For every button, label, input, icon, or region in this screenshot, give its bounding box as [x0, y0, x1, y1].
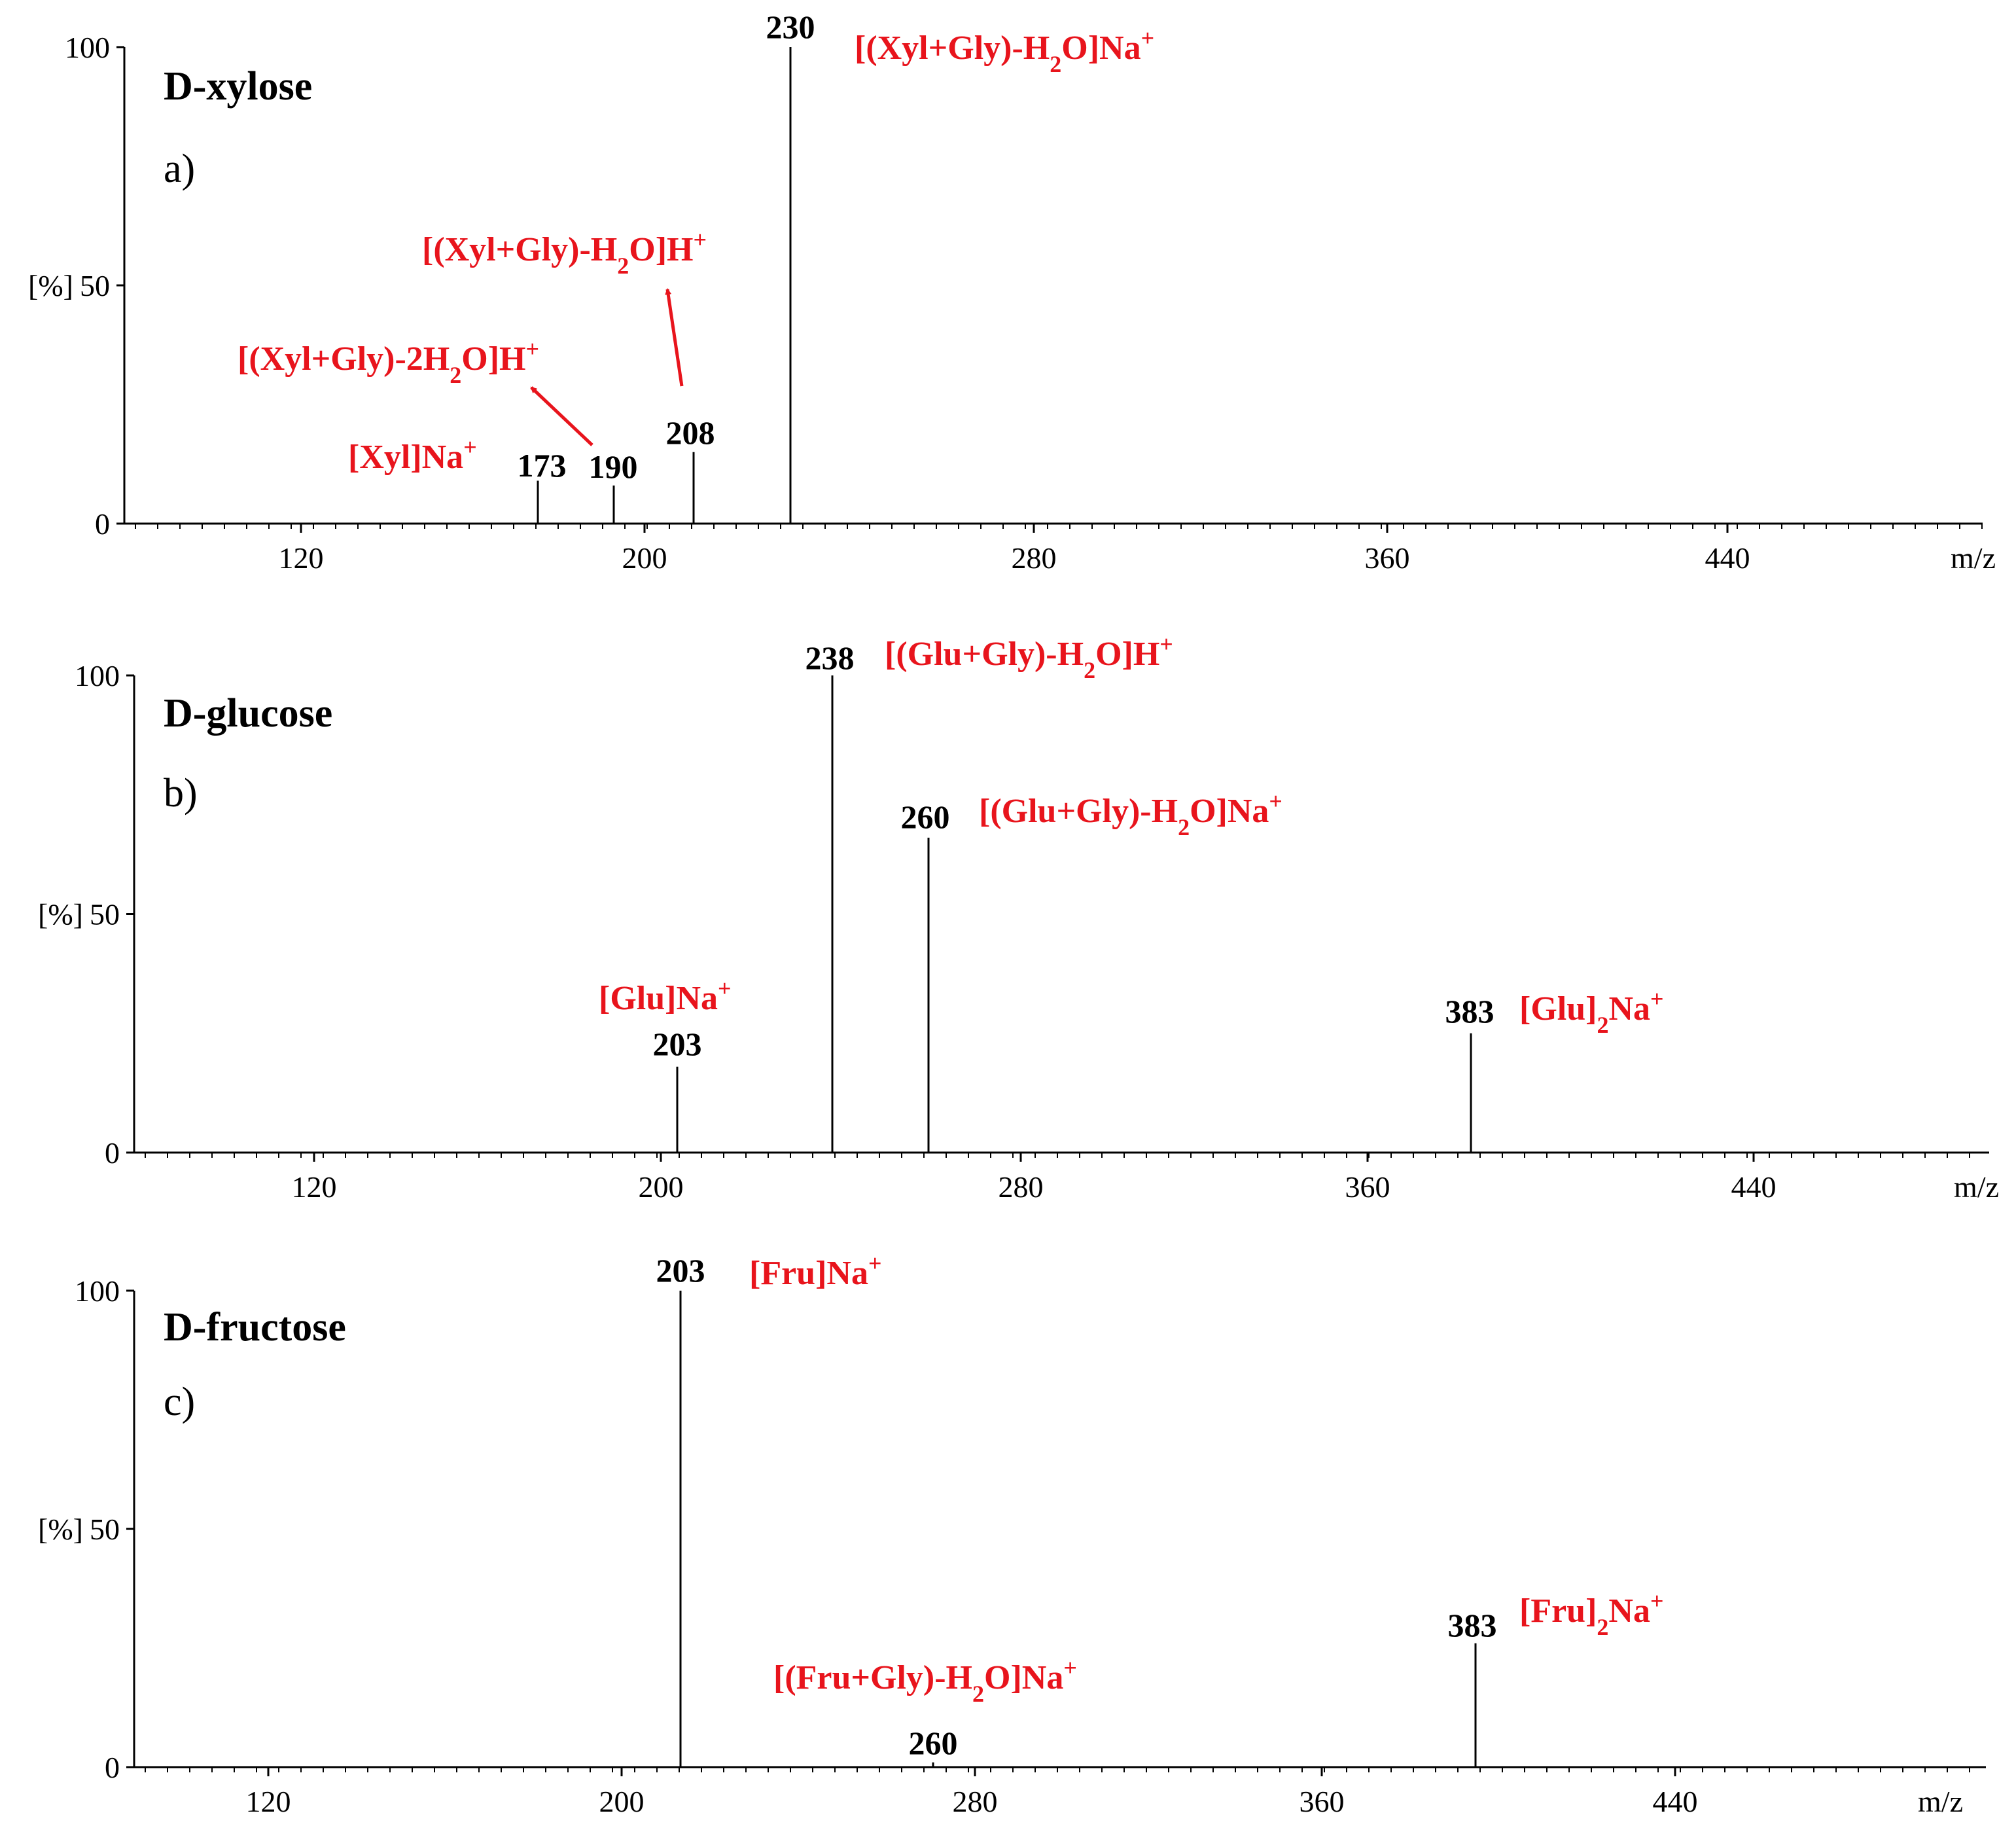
- peak-label-203: 203: [656, 1252, 705, 1289]
- ion-annotation: [Glu]Na+: [599, 975, 732, 1017]
- x-axis-label: m/z: [1918, 1785, 1963, 1818]
- x-tick-label: 280: [1012, 541, 1057, 575]
- x-tick-label: 200: [599, 1785, 645, 1818]
- y-tick-label: 0: [105, 1751, 120, 1784]
- panel-letter: c): [164, 1380, 195, 1424]
- arrow-to-ion: [665, 288, 684, 387]
- ion-annotation: [(Glu+Gly)-H2O]Na+: [979, 788, 1282, 840]
- peak-label-173: 173: [518, 447, 567, 484]
- ion-annotation: [(Fru+Gly)-H2O]Na+: [773, 1655, 1077, 1707]
- ion-annotation: [Glu]2Na+: [1519, 986, 1664, 1038]
- peak-label-230: 230: [766, 9, 815, 45]
- peak-label-260: 260: [909, 1725, 958, 1761]
- x-tick-label: 360: [1300, 1785, 1345, 1818]
- y-tick-label: 0: [95, 507, 110, 541]
- ion-annotation: [Xyl]Na+: [348, 434, 477, 476]
- y-tick-label: 50: [80, 269, 110, 302]
- peak-label-383: 383: [1445, 993, 1494, 1030]
- x-tick-label: 360: [1365, 541, 1410, 575]
- x-tick-label: 120: [279, 541, 324, 575]
- ion-annotation: [(Xyl+Gly)-2H2O]H+: [238, 336, 539, 388]
- peak-label-208: 208: [666, 414, 715, 451]
- peak-label-203: 203: [653, 1026, 702, 1062]
- x-tick-label: 120: [246, 1785, 291, 1818]
- y-tick-label: 50: [90, 1513, 120, 1546]
- panel-title: D-xylose: [164, 64, 312, 109]
- panel-letter: b): [164, 771, 198, 815]
- panel-title: D-glucose: [164, 691, 332, 736]
- arrow-to-ion: [530, 386, 593, 446]
- peak-label-238: 238: [805, 639, 855, 676]
- ion-annotation: [Fru]2Na+: [1519, 1588, 1663, 1640]
- ion-annotation: [(Xyl+Gly)-H2O]Na+: [855, 25, 1154, 77]
- y-axis-label: [%]: [28, 269, 73, 302]
- x-tick-label: 440: [1731, 1170, 1777, 1204]
- x-tick-label: 280: [953, 1785, 998, 1818]
- x-tick-label: 200: [622, 541, 667, 575]
- y-tick-label: 100: [65, 31, 110, 64]
- spectrum-panel-3: 0 50 100 [%] 120 200 280 360 440 m/z 203 260 383 [Fru…: [38, 1250, 1986, 1818]
- ion-annotation: [(Glu+Gly)-H2O]H+: [885, 631, 1173, 683]
- peak-label-260: 260: [901, 798, 950, 835]
- x-tick-label: 280: [999, 1170, 1044, 1204]
- y-axis-label: [%]: [38, 898, 83, 931]
- x-axis-label: m/z: [1951, 541, 1996, 575]
- panel-title: D-fructose: [164, 1305, 346, 1350]
- x-tick-label: 360: [1345, 1170, 1390, 1204]
- y-tick-label: 100: [75, 1274, 120, 1308]
- x-tick-label: 440: [1653, 1785, 1698, 1818]
- panel-letter: a): [164, 147, 195, 191]
- x-axis-label: m/z: [1954, 1170, 1999, 1204]
- y-axis-label: [%]: [38, 1513, 83, 1546]
- peak-label-383: 383: [1448, 1607, 1497, 1643]
- x-tick-label: 200: [639, 1170, 684, 1204]
- spectrum-panel-2: 0 50 100 [%] 120 200 280 360 440 m/z 203 238 260 383 […: [38, 631, 1999, 1204]
- spectrum-panel-1: 0 50 100 [%] 120 200 280 360 440 m/z 173 190 208 230 […: [28, 9, 1996, 575]
- ion-annotation: [(Xyl+Gly)-H2O]H+: [422, 226, 707, 279]
- y-tick-label: 50: [90, 898, 120, 931]
- y-tick-label: 0: [105, 1136, 120, 1170]
- x-tick-label: 440: [1705, 541, 1750, 575]
- y-tick-label: 100: [75, 659, 120, 692]
- peak-label-190: 190: [589, 448, 638, 485]
- x-tick-label: 120: [292, 1170, 337, 1204]
- ion-annotation: [Fru]Na+: [749, 1250, 881, 1292]
